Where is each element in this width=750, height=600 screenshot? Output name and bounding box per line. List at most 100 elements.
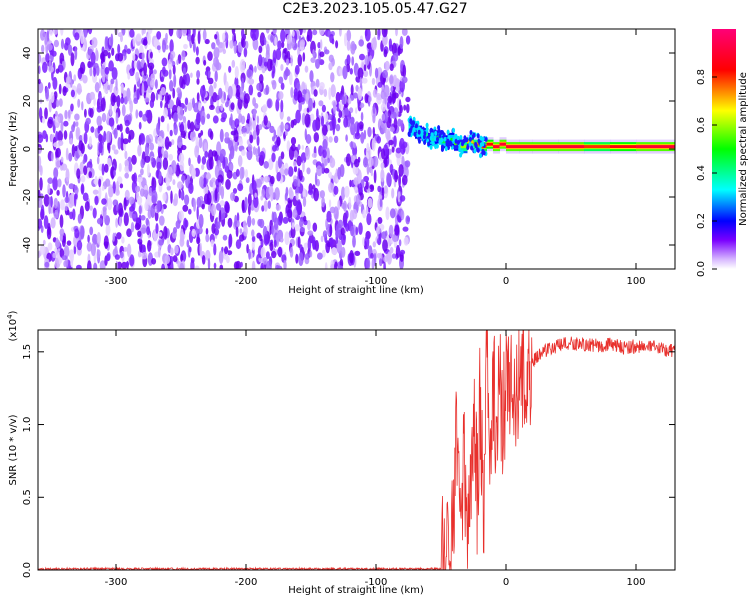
noise-blob bbox=[326, 210, 332, 223]
noise-blob bbox=[261, 205, 265, 212]
noise-blob bbox=[404, 160, 411, 168]
noise-blob bbox=[353, 177, 359, 186]
noise-blob bbox=[141, 252, 148, 260]
noise-blob bbox=[157, 245, 161, 258]
noise-blob bbox=[162, 69, 169, 77]
noise-blob bbox=[324, 112, 329, 123]
noise-blob bbox=[202, 29, 207, 41]
noise-blob bbox=[46, 226, 52, 240]
spectrogram-xtick-label: -300 bbox=[105, 276, 128, 287]
noise-blob bbox=[81, 101, 84, 111]
noise-blob bbox=[386, 172, 391, 187]
colorbar-tick-label: 0.0 bbox=[696, 261, 707, 277]
noise-blob bbox=[399, 195, 406, 202]
noise-blob bbox=[98, 141, 103, 154]
noise-blob bbox=[207, 257, 211, 269]
noise-blob bbox=[355, 107, 358, 114]
noise-blob bbox=[383, 84, 390, 98]
noise-blob bbox=[265, 29, 270, 34]
noise-blob bbox=[288, 187, 293, 197]
noise-blob bbox=[55, 237, 59, 248]
noise-blob bbox=[107, 197, 113, 211]
noise-blob bbox=[310, 86, 315, 95]
noise-blob bbox=[295, 192, 299, 201]
noise-blob bbox=[254, 65, 257, 73]
signal-speckle bbox=[468, 136, 472, 142]
noise-blob bbox=[287, 208, 293, 219]
noise-blob bbox=[70, 79, 73, 88]
noise-blob bbox=[167, 166, 173, 179]
noise-blob bbox=[389, 163, 394, 174]
noise-blob bbox=[179, 262, 185, 269]
noise-blob bbox=[215, 105, 221, 114]
noise-blob bbox=[47, 177, 54, 184]
noise-blob bbox=[180, 253, 184, 263]
noise-blob bbox=[119, 216, 122, 227]
snr-frame bbox=[37, 329, 676, 571]
noise-blob bbox=[107, 52, 111, 59]
noise-blob bbox=[160, 115, 165, 123]
noise-blob bbox=[204, 151, 209, 158]
noise-blob bbox=[156, 200, 161, 213]
noise-blob bbox=[350, 84, 354, 96]
noise-blob bbox=[196, 236, 201, 245]
signal-speckle bbox=[412, 120, 416, 126]
noise-blob bbox=[321, 104, 326, 113]
noise-blob bbox=[157, 145, 162, 157]
noise-blob bbox=[309, 70, 314, 83]
noise-blob bbox=[219, 128, 224, 143]
noise-blob bbox=[145, 109, 151, 119]
noise-blob bbox=[263, 234, 269, 246]
noise-blob bbox=[297, 178, 301, 188]
noise-blob bbox=[138, 121, 142, 130]
noise-blob bbox=[40, 204, 45, 218]
noise-blob bbox=[110, 33, 114, 48]
signal-speckle bbox=[481, 141, 485, 147]
noise-blob bbox=[288, 72, 293, 86]
signal-speckle bbox=[459, 135, 463, 140]
signal-speckle bbox=[423, 140, 427, 145]
noise-blob bbox=[363, 70, 369, 78]
signal-speckle bbox=[476, 133, 480, 139]
noise-blob bbox=[336, 240, 342, 254]
noise-blob bbox=[117, 137, 122, 150]
noise-blob bbox=[100, 64, 106, 77]
noise-blob bbox=[209, 130, 214, 140]
noise-blob bbox=[72, 208, 76, 221]
noise-blob bbox=[271, 136, 275, 142]
noise-blob bbox=[241, 199, 245, 212]
noise-blob bbox=[223, 91, 226, 101]
noise-blob bbox=[204, 38, 210, 45]
noise-blob bbox=[320, 115, 325, 127]
noise-blob bbox=[324, 158, 328, 166]
noise-blob bbox=[121, 104, 126, 117]
noise-blob bbox=[63, 245, 70, 258]
noise-blob bbox=[285, 58, 290, 66]
noise-blob bbox=[101, 163, 105, 176]
noise-blob bbox=[284, 130, 288, 136]
noise-blob bbox=[229, 163, 234, 171]
noise-blob bbox=[128, 162, 133, 172]
noise-blob bbox=[140, 158, 145, 169]
noise-blob bbox=[306, 34, 311, 42]
noise-blob bbox=[197, 30, 201, 45]
noise-blob bbox=[203, 59, 207, 66]
noise-blob bbox=[274, 187, 280, 201]
noise-blob bbox=[258, 45, 263, 54]
noise-blob bbox=[115, 217, 118, 228]
noise-blob bbox=[138, 205, 142, 215]
noise-blob bbox=[275, 98, 280, 112]
noise-blob bbox=[137, 144, 142, 157]
noise-blob bbox=[184, 105, 188, 113]
noise-blob bbox=[258, 74, 264, 84]
noise-blob bbox=[179, 160, 185, 172]
noise-blob bbox=[64, 205, 68, 212]
noise-blob bbox=[90, 126, 95, 133]
noise-blob bbox=[197, 154, 201, 164]
noise-blob bbox=[111, 67, 118, 80]
noise-blob bbox=[172, 179, 176, 186]
noise-blob bbox=[168, 153, 173, 161]
noise-blob bbox=[82, 192, 89, 202]
noise-blob bbox=[346, 29, 352, 42]
noise-blob bbox=[283, 259, 287, 269]
